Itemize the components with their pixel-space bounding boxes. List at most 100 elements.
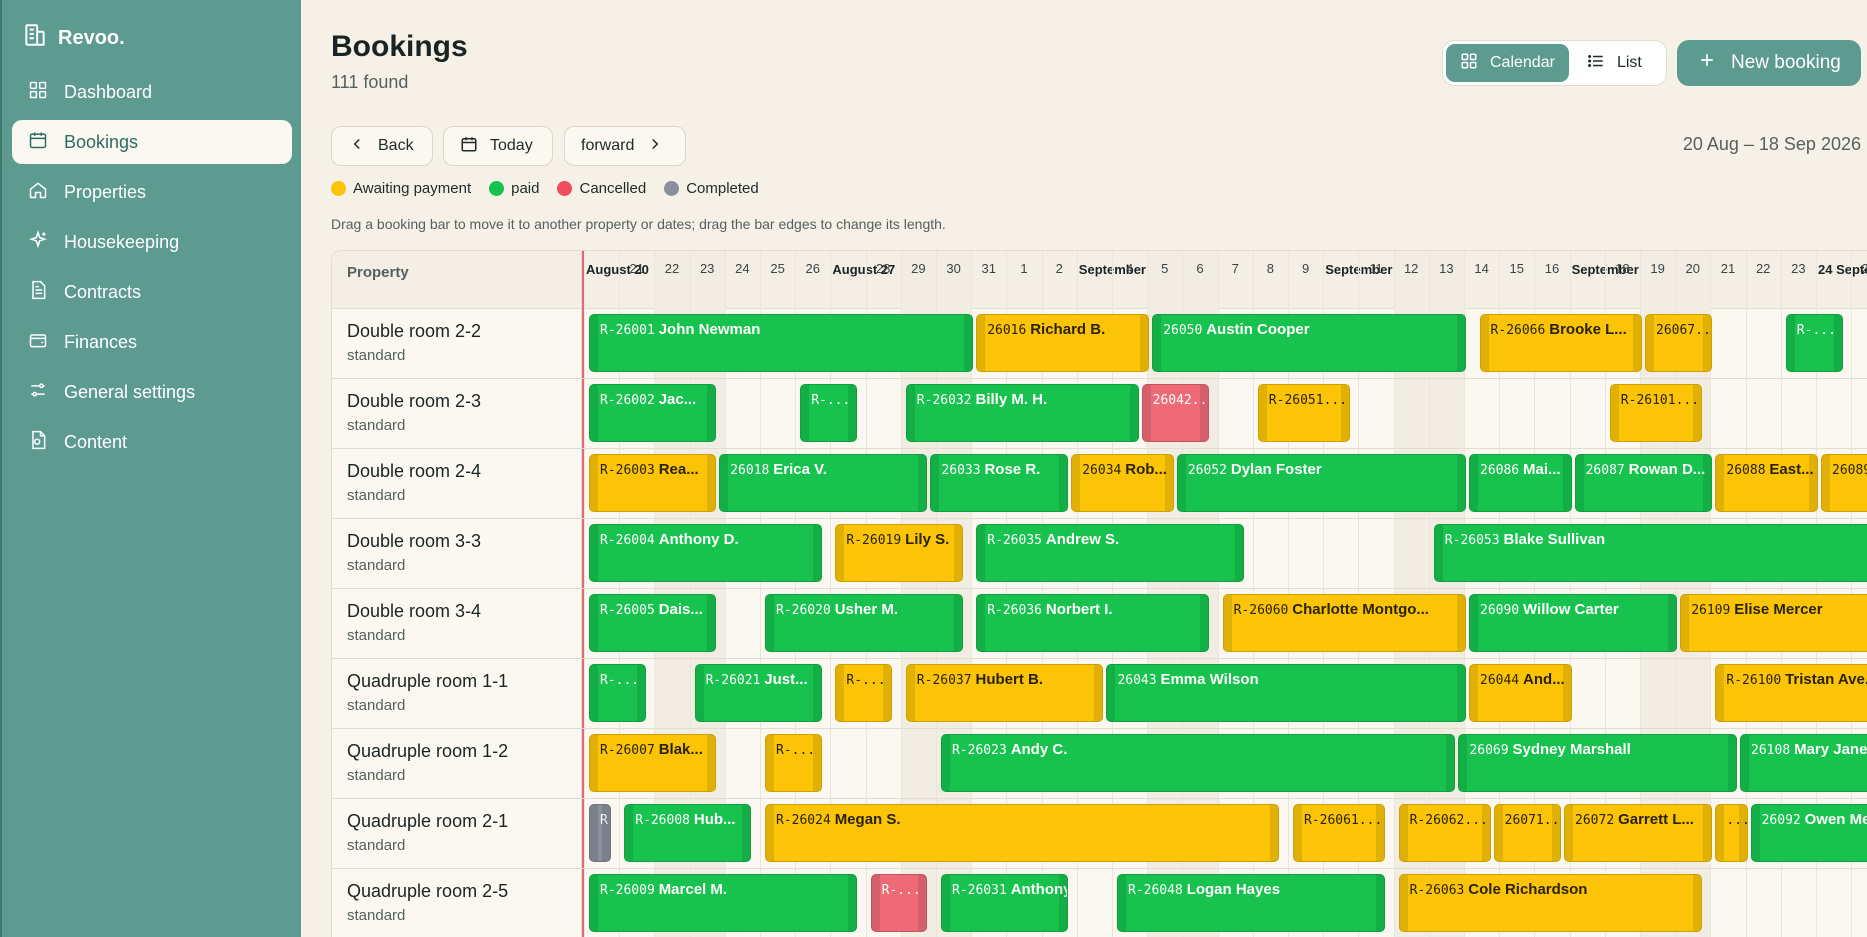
sidebar-item-label: Dashboard [64, 81, 153, 102]
booking-bar[interactable]: R-... [765, 734, 822, 792]
booking-code: 26052 [1187, 463, 1227, 478]
booking-bar[interactable]: 26092 Owen Merc... [1750, 804, 1867, 862]
sidebar-item-housekeeping[interactable]: Housekeeping [12, 220, 292, 264]
booking-bar[interactable]: 26043 Emma Wilson [1106, 664, 1466, 722]
booking-bar[interactable]: 26018 Erica V. [719, 454, 928, 512]
booking-bar[interactable]: 26044 And... [1469, 664, 1572, 722]
booking-bar[interactable]: R-26063 Cole Richardson [1398, 874, 1702, 932]
booking-bar[interactable]: R-26031 Anthony B. [941, 874, 1069, 932]
booking-bar[interactable]: R-26008 Hub... [624, 804, 752, 862]
booking-guest: Tristan Ave... [1785, 671, 1867, 688]
booking-guest: Lily S. [905, 531, 950, 548]
sidebar-item-content[interactable]: Content [12, 420, 292, 464]
wallet-icon [28, 330, 48, 355]
back-button[interactable]: Back [331, 126, 433, 166]
sidebar-item-contracts[interactable]: Contracts [12, 270, 292, 314]
booking-bar[interactable]: 26088 East... [1715, 454, 1818, 512]
property-row: Quadruple room 1-2 standard [332, 729, 1867, 799]
booking-bar[interactable]: R-26036 Norbert I. [976, 594, 1210, 652]
booking-bar[interactable]: 26034 Rob... [1071, 454, 1174, 512]
booking-bar[interactable]: R-26007 Blak... [589, 734, 717, 792]
booking-guest: Rose R. [984, 461, 1041, 478]
booking-bar[interactable]: R-... [589, 664, 646, 722]
status-dot-icon [331, 181, 346, 196]
booking-code: R-26062... [1409, 813, 1488, 828]
booking-code: R-26037 [916, 673, 972, 688]
booking-bar[interactable]: R-26062... [1398, 804, 1491, 862]
booking-bar[interactable]: R-26100 Tristan Ave... [1715, 664, 1867, 722]
booking-bar[interactable]: R-26037 Hubert B. [905, 664, 1104, 722]
booking-bar[interactable]: 26086 Mai... [1469, 454, 1572, 512]
booking-bar[interactable]: R-26066 Brooke L... [1479, 314, 1642, 372]
sidebar-item-properties[interactable]: Properties [12, 170, 292, 214]
booking-code: R-26020 [776, 603, 831, 618]
legend-label: paid [511, 180, 540, 197]
new-booking-button[interactable]: New booking [1677, 40, 1861, 86]
booking-bar[interactable]: R-26053 Blake Sullivan [1433, 524, 1867, 582]
booking-bar[interactable]: R-26048 Logan Hayes [1117, 874, 1386, 932]
booking-bar[interactable]: R-26004 Anthony D. [589, 524, 822, 582]
day-label: 20 [1685, 261, 1701, 276]
forward-button[interactable]: forward [564, 126, 686, 166]
booking-bar[interactable]: 26071... [1493, 804, 1562, 862]
booking-bar[interactable]: R-26023 Andy C. [941, 734, 1456, 792]
booking-bar[interactable]: R-... [800, 384, 858, 442]
sidebar-item-dashboard[interactable]: Dashboard [12, 70, 292, 114]
booking-bar[interactable]: R-26024 Megan S. [765, 804, 1280, 862]
day-label: 25 [1851, 261, 1867, 276]
booking-bar[interactable]: R-26002 Jac... [589, 384, 717, 442]
booking-bar[interactable]: 26108 Mary Jane Carte... [1740, 734, 1867, 792]
sidebar-item-bookings[interactable]: Bookings [12, 120, 292, 164]
booking-bar[interactable]: R-26009 Marcel M. [589, 874, 858, 932]
booking-bar[interactable]: 26042... [1141, 384, 1210, 442]
booking-bar[interactable]: ... [1715, 804, 1748, 862]
list-view-button[interactable]: List [1573, 44, 1656, 82]
results-count: 111 found [331, 72, 409, 92]
booking-bar[interactable]: R-26001 John Newman [589, 314, 974, 372]
day-label: 6 [1196, 261, 1204, 276]
booking-bar[interactable]: 26109 Elise Mercer [1680, 594, 1867, 652]
booking-bar[interactable]: 26052 Dylan Foster [1176, 454, 1466, 512]
booking-bar[interactable]: R-26060 Charlotte Montgo... [1222, 594, 1466, 652]
booking-bar[interactable]: 26090 Willow Carter [1469, 594, 1678, 652]
booking-bar[interactable]: 26089 M... [1821, 454, 1867, 512]
booking-bar[interactable]: 26072 Garrett L... [1564, 804, 1713, 862]
sidebar-item-general-settings[interactable]: General settings [12, 370, 292, 414]
sidebar-item-finances[interactable]: Finances [12, 320, 292, 364]
booking-bar[interactable]: R-26035 Andrew S. [976, 524, 1245, 582]
booking-bar[interactable]: R-26101... [1609, 384, 1702, 442]
brand[interactable]: Revoo. [22, 22, 125, 54]
calendar-view-button[interactable]: Calendar [1446, 44, 1569, 82]
booking-code: R-... [811, 393, 851, 408]
booking-bar[interactable]: R-26032 Billy M. H. [905, 384, 1139, 442]
booking-bar[interactable]: R-26019 Lily S. [835, 524, 963, 582]
booking-bar[interactable]: R-... [870, 874, 928, 932]
booking-bar[interactable]: 26033 Rose R. [930, 454, 1069, 512]
property-type: standard [347, 907, 406, 924]
booking-bar[interactable]: 26087 Rowan D... [1574, 454, 1713, 512]
booking-bar[interactable]: 26069 Sydney Marshall [1458, 734, 1738, 792]
booking-bar[interactable]: R-... [835, 664, 893, 722]
booking-code: R-26003 [600, 463, 655, 478]
property-type: standard [347, 697, 406, 714]
booking-bar[interactable]: R. [589, 804, 611, 862]
booking-bar[interactable]: 26016 Richard B. [976, 314, 1150, 372]
sidebar-item-label: Properties [64, 181, 147, 202]
booking-guest: Emma Wilson [1160, 671, 1259, 688]
booking-bar[interactable]: 26050 Austin Cooper [1152, 314, 1466, 372]
booking-bar[interactable]: R-... [1785, 314, 1843, 372]
status-dot-icon [664, 181, 680, 196]
today-button[interactable]: Today [443, 126, 553, 166]
booking-code: R-26009 [600, 883, 655, 898]
booking-bar[interactable]: 26067... [1645, 314, 1713, 372]
booking-bar[interactable]: R-26020 Usher M. [765, 594, 963, 652]
booking-bar[interactable]: R-26021 Just... [694, 664, 822, 722]
booking-bar[interactable]: R-26061... [1293, 804, 1386, 862]
booking-bar[interactable]: R-26051... [1257, 384, 1350, 442]
booking-bar[interactable]: R-26005 Dais... [589, 594, 717, 652]
sidebar: Revoo. Dashboard Bookings Properties Housek… [0, 0, 301, 937]
day-label: 26 [805, 261, 821, 276]
booking-bar[interactable]: R-26003 Rea... [589, 454, 717, 512]
calendar-icon [460, 135, 478, 158]
day-label: 13 [1439, 261, 1454, 276]
